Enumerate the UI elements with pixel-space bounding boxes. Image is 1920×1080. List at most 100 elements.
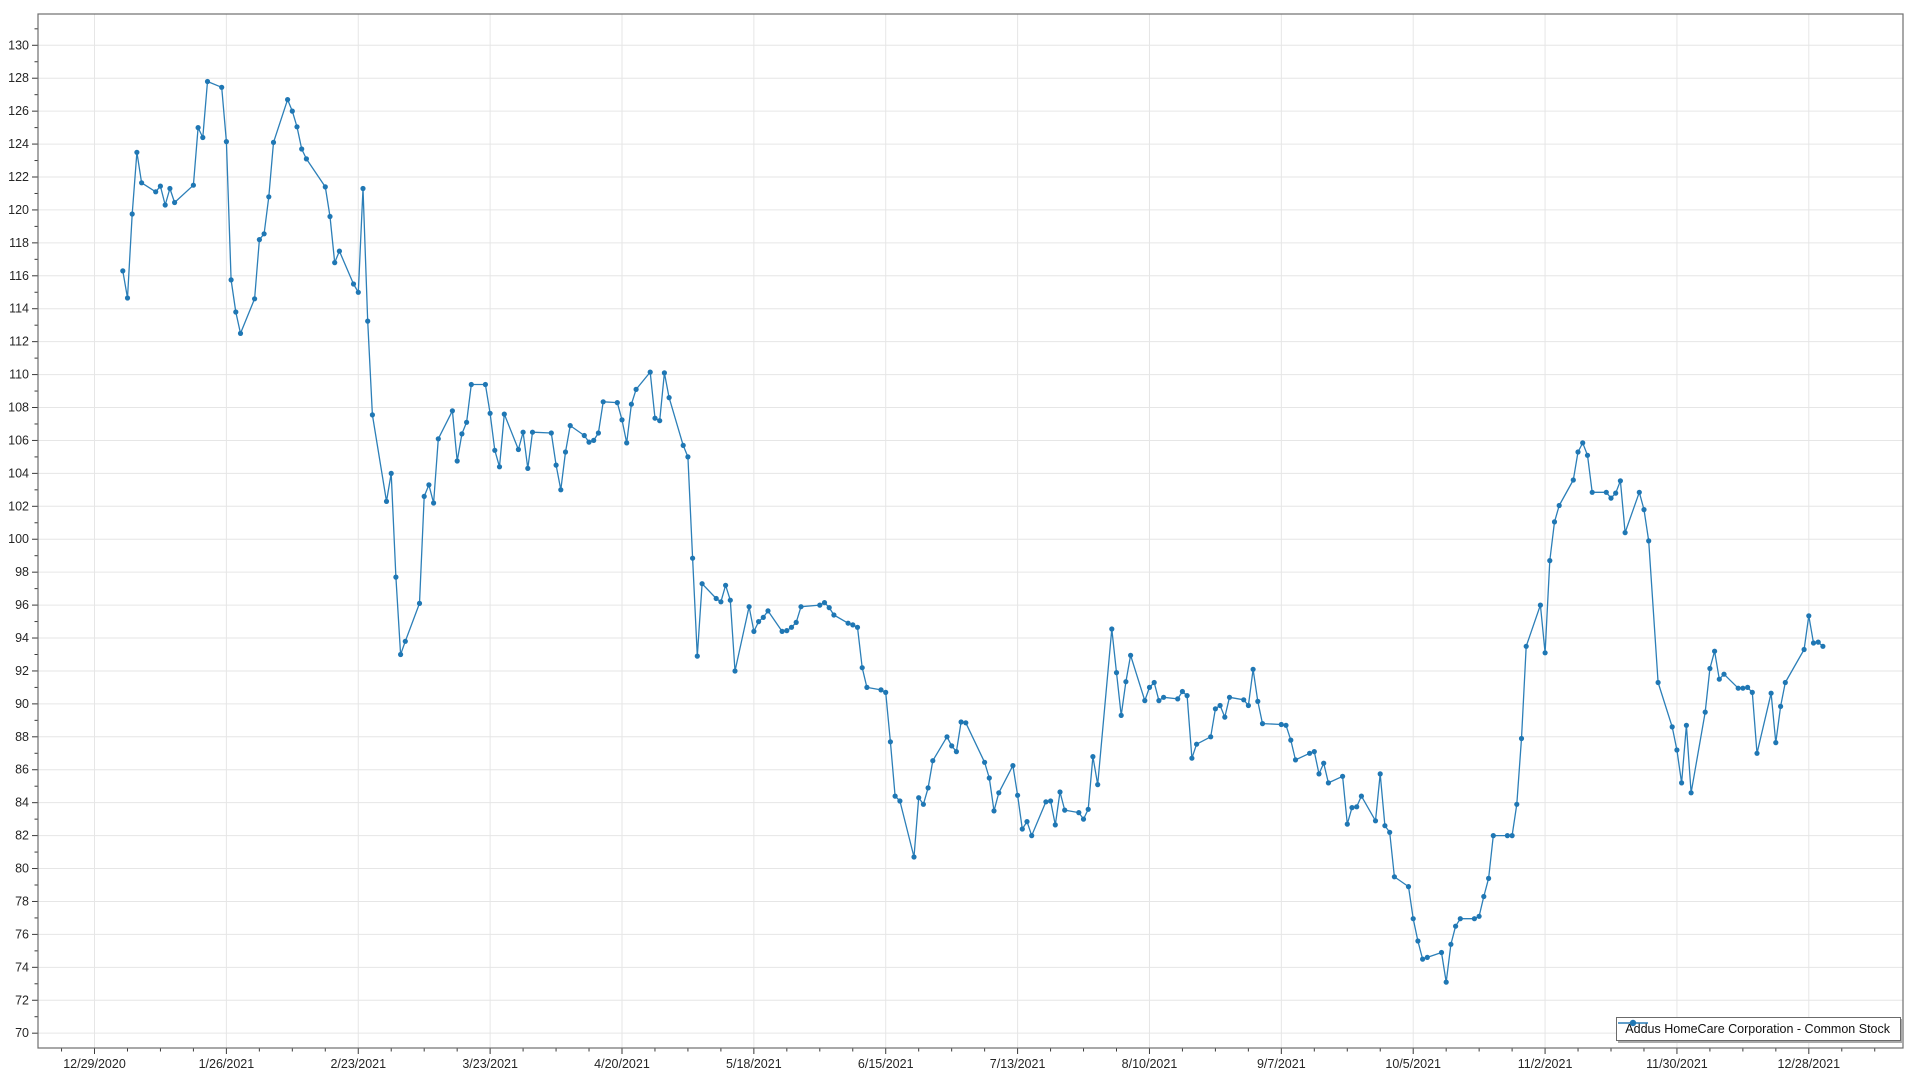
data-point-marker <box>1646 538 1652 544</box>
data-point-marker <box>944 734 950 740</box>
data-point-marker <box>1250 666 1256 672</box>
y-tick-label: 98 <box>15 565 29 579</box>
data-point-marker <box>1024 819 1030 825</box>
y-tick-label: 122 <box>8 170 29 184</box>
data-point-marker <box>360 185 366 192</box>
data-point-marker <box>614 400 620 406</box>
data-point-marker <box>1156 698 1162 704</box>
data-point-marker <box>492 447 498 453</box>
data-point-marker <box>124 295 131 301</box>
data-point-marker <box>1820 643 1826 649</box>
data-point-marker <box>548 430 554 436</box>
data-point-marker <box>1128 652 1134 658</box>
data-point-marker <box>657 418 663 424</box>
data-point-marker <box>464 419 470 425</box>
data-point-marker <box>1782 679 1788 686</box>
data-point-marker <box>1740 685 1746 691</box>
data-point-marker <box>916 795 922 801</box>
data-point-marker <box>1486 875 1492 882</box>
data-point-marker <box>1382 823 1388 829</box>
data-point-marker <box>129 211 135 217</box>
data-point-marker <box>1142 698 1148 704</box>
data-point-marker <box>350 281 357 287</box>
y-tick-label: 120 <box>8 203 29 217</box>
data-point-marker <box>1189 755 1195 761</box>
data-point-marker <box>1806 613 1812 619</box>
data-point-marker <box>600 399 606 405</box>
data-point-marker <box>525 465 531 471</box>
data-point-marker <box>223 139 229 145</box>
data-point-marker <box>1518 735 1525 742</box>
data-point-marker <box>996 790 1002 796</box>
data-point-marker <box>261 231 267 237</box>
data-point-marker <box>435 436 441 442</box>
data-point-marker <box>746 604 752 610</box>
data-point-marker <box>727 597 733 603</box>
data-point-marker <box>1184 693 1190 699</box>
data-point-marker <box>826 605 832 611</box>
data-point-marker <box>685 454 691 460</box>
x-tick-label: 1/26/2021 <box>199 1057 255 1071</box>
y-tick-label: 106 <box>8 433 29 447</box>
y-tick-label: 126 <box>8 104 29 118</box>
data-point-marker <box>1641 507 1647 513</box>
data-point-marker <box>1424 954 1430 961</box>
data-point-marker <box>619 417 625 423</box>
data-point-marker <box>788 624 795 630</box>
data-point-marker <box>1391 874 1397 880</box>
data-point-marker <box>1222 714 1228 720</box>
data-point-marker <box>1212 706 1218 712</box>
y-tick-label: 116 <box>9 269 29 283</box>
data-point-marker <box>1057 789 1063 795</box>
data-point-marker <box>1278 721 1284 728</box>
x-tick-label: 2/23/2021 <box>330 1057 386 1071</box>
legend-line-marker-icon <box>1618 1019 1649 1027</box>
data-point-marker <box>1358 793 1364 799</box>
data-point-marker <box>398 651 404 658</box>
data-point-marker <box>1443 979 1449 985</box>
y-tick-label: 82 <box>15 829 29 843</box>
data-point-marker <box>911 854 917 860</box>
y-tick-label: 84 <box>15 796 29 810</box>
data-point-marker <box>1076 810 1082 816</box>
data-point-marker <box>515 446 522 453</box>
data-point-marker <box>459 431 465 437</box>
data-point-marker <box>252 296 258 302</box>
data-point-marker <box>1754 750 1760 756</box>
data-point-marker <box>237 330 244 336</box>
data-point-marker <box>1325 780 1331 786</box>
y-tick-label: 88 <box>15 730 29 744</box>
data-point-marker <box>327 213 333 220</box>
data-point-marker <box>831 612 837 618</box>
data-point-marker <box>529 429 536 435</box>
data-point-marker <box>1749 689 1755 696</box>
data-point-marker <box>1721 671 1727 677</box>
data-point-marker <box>1669 724 1675 730</box>
data-point-marker <box>1707 665 1713 672</box>
y-tick-label: 102 <box>8 499 29 513</box>
data-point-marker <box>1080 816 1087 822</box>
data-point-marker <box>713 595 719 602</box>
data-point-marker <box>1241 697 1247 703</box>
y-tick-label: 76 <box>15 927 29 941</box>
data-point-marker <box>393 574 399 580</box>
y-tick-label: 86 <box>15 763 29 777</box>
data-point-marker <box>162 202 168 208</box>
data-point-marker <box>449 408 455 414</box>
x-tick-label: 3/23/2021 <box>462 1057 518 1071</box>
y-tick-label: 92 <box>15 664 29 678</box>
data-point-marker <box>845 620 851 626</box>
data-point-marker <box>883 689 889 696</box>
data-point-marker <box>1340 773 1346 779</box>
y-tick-label: 100 <box>8 532 29 546</box>
data-point-marker <box>1716 676 1722 682</box>
data-point-marker <box>454 458 460 464</box>
data-point-marker <box>520 429 526 435</box>
data-point-marker <box>1118 712 1124 719</box>
data-point-marker <box>1584 452 1591 458</box>
data-point-marker <box>718 599 724 605</box>
data-point-marker <box>1702 709 1708 715</box>
data-point-marker <box>1490 833 1496 839</box>
data-point-marker <box>1052 822 1058 828</box>
data-point-marker <box>1349 805 1355 811</box>
